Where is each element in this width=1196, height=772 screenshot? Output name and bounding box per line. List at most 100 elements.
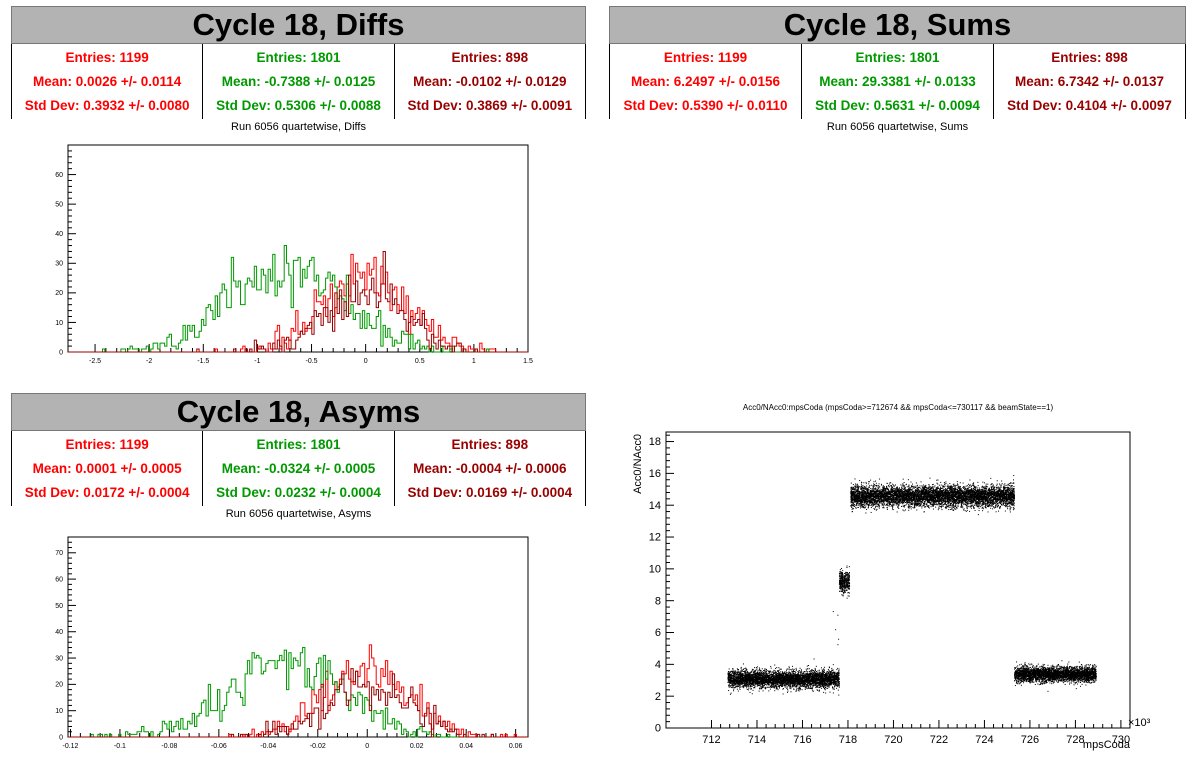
scatter-point — [767, 682, 769, 684]
scatter-point — [759, 673, 761, 675]
scatter-point — [775, 667, 777, 669]
scatter-point — [732, 684, 734, 686]
scatter-point — [829, 676, 831, 678]
scatter-point — [752, 675, 754, 677]
scatter-point — [820, 676, 822, 678]
y-tick-label: 18 — [649, 436, 661, 448]
scatter-point — [757, 682, 759, 684]
scatter-point — [826, 680, 828, 682]
scatter-point — [768, 671, 770, 673]
scatter-point — [809, 677, 811, 679]
scatter-point — [815, 674, 817, 676]
scatter-point — [824, 674, 826, 676]
scatter-point — [799, 675, 801, 677]
scatter-point — [807, 675, 809, 677]
scatter-point — [807, 680, 809, 682]
scatter-point — [762, 674, 764, 676]
stddev-label: Std Dev: 0.5306 +/- 0.0088 — [216, 97, 381, 113]
scatter-point — [803, 684, 805, 686]
scatter-point — [834, 684, 836, 686]
scatter-point — [800, 676, 802, 678]
scatter-point — [732, 685, 734, 687]
scatter-point — [806, 670, 808, 672]
scatter-point — [778, 682, 780, 684]
scatter-point — [795, 669, 797, 671]
scatter-point — [748, 686, 750, 688]
scatter-point — [767, 680, 769, 682]
scatter-point — [736, 675, 738, 677]
scatter-point — [826, 679, 828, 681]
scatter-point — [741, 669, 743, 671]
scatter-point — [836, 682, 838, 684]
scatter-point — [742, 672, 744, 674]
scatter-point — [785, 673, 787, 675]
scatter-point — [832, 669, 834, 671]
scatter-point — [812, 673, 814, 675]
scatter-point — [765, 679, 767, 681]
scatter-point — [762, 676, 764, 678]
scatter-point — [820, 667, 822, 669]
scatter-point — [737, 669, 739, 671]
scatter-point — [779, 677, 781, 679]
scatter-point — [794, 681, 796, 683]
scatter-point — [753, 676, 755, 678]
scatter-point — [804, 675, 806, 677]
scatter-point — [730, 674, 732, 676]
scatter-point — [733, 670, 735, 672]
scatter-point — [754, 680, 756, 682]
scatter-point — [835, 674, 837, 676]
scatter-point — [815, 676, 817, 678]
scatter-point — [798, 671, 800, 673]
scatter-point — [810, 670, 812, 672]
scatter-point — [750, 675, 752, 677]
scatter-point — [746, 671, 748, 673]
scatter-point — [784, 676, 786, 678]
scatter-point — [825, 675, 827, 677]
scatter-point — [803, 671, 805, 673]
scatter-point — [794, 678, 796, 680]
scatter-point — [807, 682, 809, 684]
scatter-point — [808, 678, 810, 680]
plot-border — [665, 431, 1131, 729]
scatter-point — [791, 675, 793, 677]
scatter-point — [827, 672, 829, 674]
scatter-point — [828, 683, 830, 685]
scatter-point — [750, 686, 752, 688]
entries-label: Entries: 1199 — [663, 50, 748, 66]
scatter-point — [756, 668, 758, 670]
scatter-point — [816, 686, 818, 688]
scatter-point — [807, 687, 809, 689]
scatter-point — [761, 676, 763, 678]
scatter-point — [764, 677, 766, 679]
scatter-point — [815, 665, 817, 667]
scatter-point — [769, 675, 771, 677]
scatter-point — [810, 682, 812, 684]
scatter-point — [748, 676, 750, 678]
scatter-point — [774, 681, 776, 683]
scatter-point — [787, 668, 789, 670]
scatter-point — [780, 683, 782, 685]
scatter-point — [731, 676, 733, 678]
scatter-point — [778, 680, 780, 682]
scatter-point — [728, 675, 730, 677]
scatter-point — [798, 675, 800, 677]
scatter-point — [768, 686, 770, 688]
scatter-point — [790, 678, 792, 680]
scatter-point — [794, 674, 796, 676]
scatter-point — [786, 691, 788, 693]
scatter-point — [733, 684, 735, 686]
scatter-point — [820, 682, 822, 684]
scatter-point — [761, 686, 763, 688]
scatter-point — [822, 684, 824, 686]
scatter-point — [790, 672, 792, 674]
scatter-point — [794, 680, 796, 682]
scatter-point — [842, 594, 844, 596]
scatter-point — [818, 672, 820, 674]
scatter-point — [795, 688, 797, 690]
scatter-point — [771, 681, 773, 683]
scatter-point — [833, 673, 835, 675]
scatter-point — [799, 683, 801, 685]
scatter-point — [776, 675, 778, 677]
scatter-point — [782, 683, 784, 685]
scatter-point — [821, 672, 823, 674]
